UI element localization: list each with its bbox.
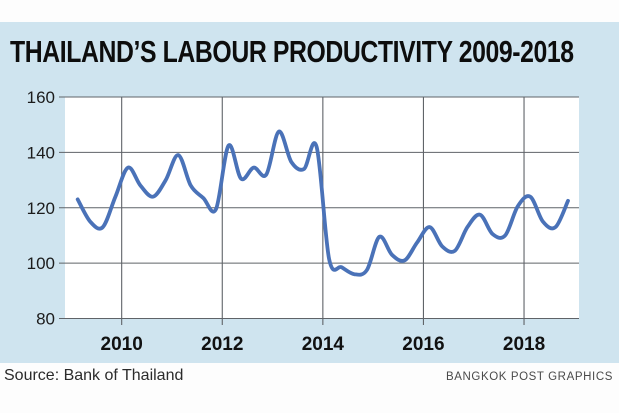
- graphics-credit: BANGKOK POST GRAPHICS: [445, 371, 613, 383]
- x-tick-label-2012: 2012: [201, 334, 243, 355]
- x-tick-label-2018: 2018: [503, 334, 545, 355]
- productivity-series-line: [75, 129, 570, 277]
- y-tick-label-120: 120: [27, 199, 55, 218]
- x-tick-label-2010: 2010: [101, 334, 143, 355]
- chart-title: THAILAND’S LABOUR PRODUCTIVITY 2009-2018: [10, 34, 574, 69]
- y-tick-label-160: 160: [27, 88, 55, 107]
- y-tick-label-140: 140: [27, 143, 55, 162]
- x-tick-label-2016: 2016: [402, 334, 444, 355]
- source-note: Source: Bank of Thailand: [4, 367, 184, 384]
- y-tick-label-80: 80: [36, 310, 55, 329]
- x-tick-label-2014: 2014: [302, 334, 345, 355]
- y-tick-label-100: 100: [27, 254, 55, 273]
